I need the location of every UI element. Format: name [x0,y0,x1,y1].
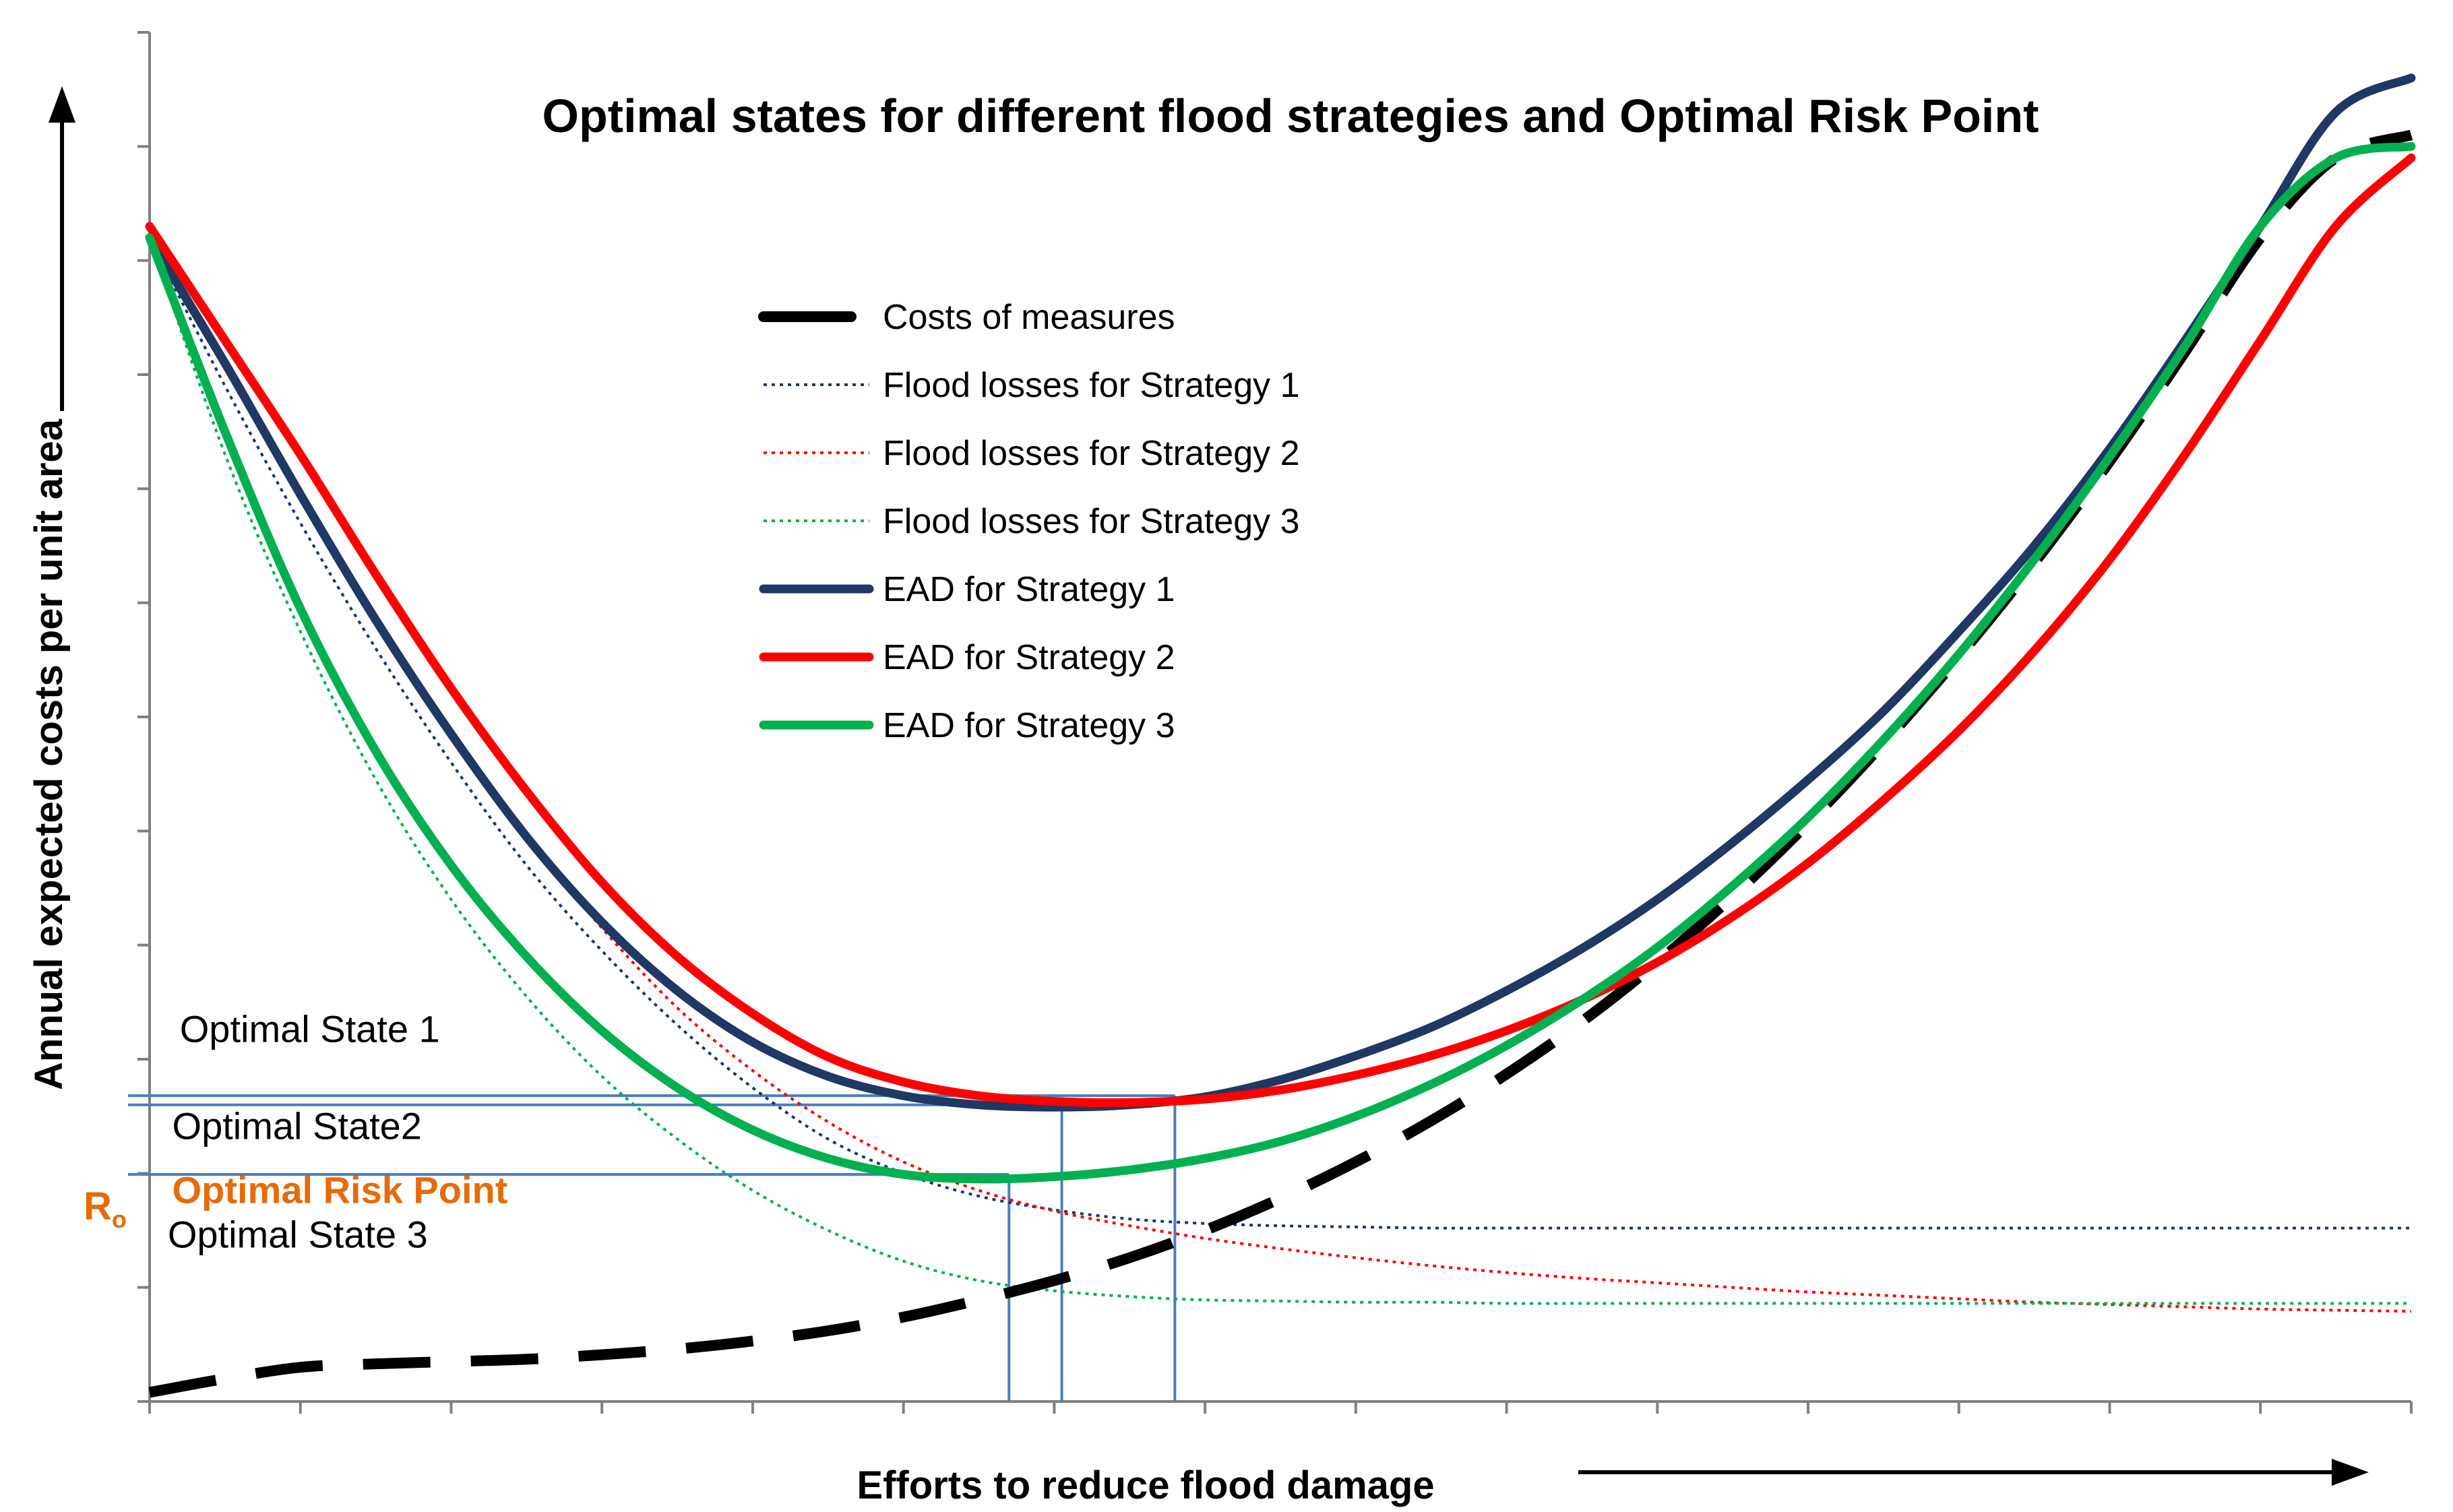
y-axis-arrow [49,86,75,411]
annotations-group: Optimal State 1 Optimal State2 Optimal Ris… [168,1008,508,1256]
annotation-optimal-state-3: Optimal State 3 [168,1213,428,1255]
y-axis-label: Annual expected costs per unit area [27,418,71,1090]
svg-text:Ro: Ro [84,1185,127,1233]
legend-label: EAD for Strategy 1 [883,570,1175,609]
ro-label: R [84,1185,112,1228]
series-group [145,73,2416,1398]
x-axis-label: Efforts to reduce flood damage [857,1463,1434,1507]
series-line-ead-for-strategy-2 [145,153,2416,1108]
annotation-optimal-state2: Optimal State2 [173,1105,422,1147]
legend-label: EAD for Strategy 2 [883,638,1175,677]
annotation-optimal-risk-point: Optimal Risk Point [173,1168,508,1211]
optimal-risk-point-marker: Ro [84,1185,127,1233]
series-line-ead-for-strategy-3 [145,141,2416,1184]
ro-subscript: o [112,1205,127,1233]
legend-label: Flood losses for Strategy 3 [883,502,1300,541]
legend-label: Costs of measures [883,298,1175,337]
legend-label: Flood losses for Strategy 2 [883,434,1300,473]
legend-label: Flood losses for Strategy 1 [883,366,1300,405]
series-line-ead-for-strategy-1 [145,73,2416,1112]
series-line-flood-losses-for-strategy-3 [148,237,2411,1305]
annotation-optimal-state-1: Optimal State 1 [180,1008,440,1050]
x-axis-arrow [1578,1459,2369,1486]
legend: Costs of measures Flood losses for Strate… [758,298,1300,745]
chart-title: Optimal states for different flood strat… [542,90,2039,142]
legend-label: EAD for Strategy 3 [883,706,1175,745]
